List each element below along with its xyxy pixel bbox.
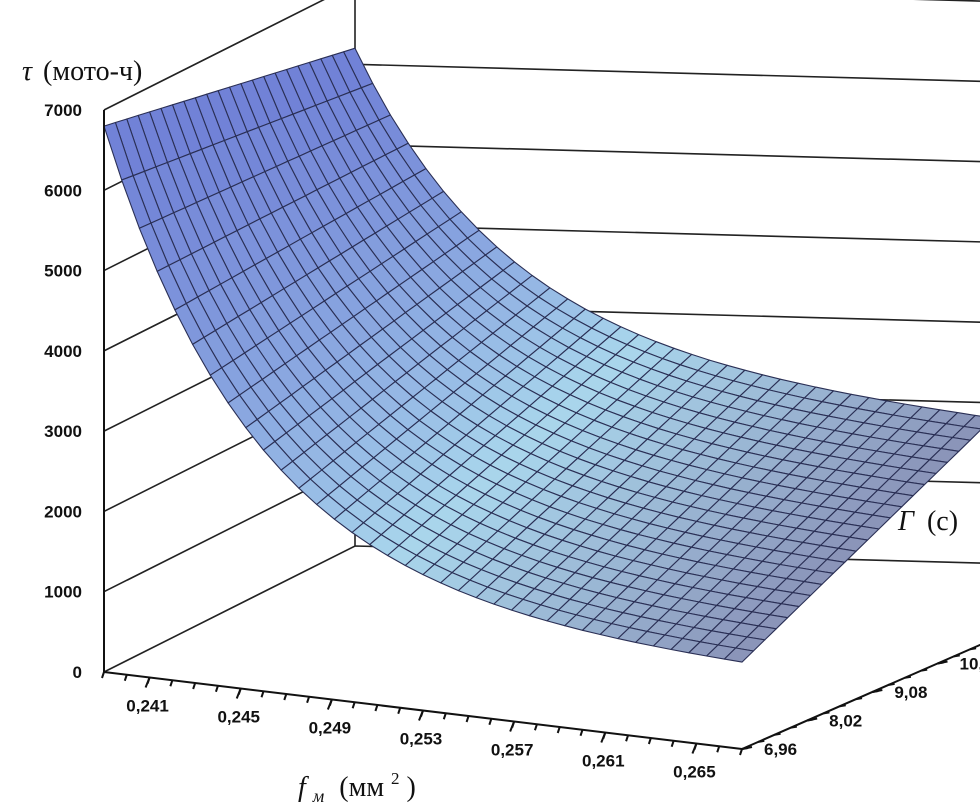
x-minor-tick	[579, 729, 584, 737]
y-minor-tick	[807, 718, 814, 722]
gridline-z-7	[103, 0, 980, 111]
x-tick-label: 0,265	[673, 763, 716, 782]
z-tick-label: 7000	[44, 101, 82, 120]
x-tick-label: 0,245	[217, 708, 260, 727]
y-tick-label: 9,08	[894, 683, 927, 702]
x-minor-tick	[169, 679, 174, 687]
y-minor-tick	[921, 668, 928, 672]
x-minor-tick	[442, 712, 447, 720]
z-tick-label: 0	[73, 663, 82, 682]
x-minor-tick	[488, 718, 493, 726]
z-tick-label: 2000	[44, 502, 82, 521]
x-minor-tick	[328, 699, 333, 706]
y-minor-tick	[790, 725, 798, 729]
x-minor-tick	[625, 734, 630, 742]
x-minor-tick	[693, 743, 698, 750]
x-minor-tick	[556, 726, 561, 734]
x-minor-tick	[716, 745, 721, 753]
x-tick-label: 0,253	[400, 730, 443, 749]
z-axis-unit: (мото-ч)	[43, 56, 142, 87]
z-tick-label: 3000	[44, 422, 82, 441]
x-minor-tick	[237, 688, 242, 695]
y-minor-tick	[888, 682, 895, 686]
y-minor-tick	[872, 690, 879, 693]
x-tick-label: 0,249	[309, 719, 352, 738]
x-minor-tick	[123, 674, 128, 682]
x-minor-tick	[374, 704, 379, 712]
y-minor-tick	[855, 697, 863, 701]
x-minor-tick	[192, 682, 197, 690]
z-tick-label: 6000	[44, 181, 82, 200]
y-minor-tick	[937, 661, 944, 665]
y-axis-unit: (с)	[927, 506, 958, 537]
x-minor-tick	[101, 671, 105, 679]
x-axis-superscript: 2	[391, 769, 400, 788]
y-minor-tick	[823, 711, 830, 715]
x-minor-tick	[351, 701, 356, 709]
y-axis-title: Г (с)	[897, 506, 958, 537]
x-tick-label: 0,241	[126, 697, 169, 716]
x-minor-tick	[465, 715, 470, 723]
y-minor-tick	[953, 654, 960, 658]
x-axis-symbol: f	[298, 772, 309, 803]
x-minor-tick	[260, 690, 265, 698]
x-minor-tick	[397, 707, 402, 715]
x-minor-tick	[670, 740, 675, 748]
x-axis-title: f м (мм 2 )	[298, 760, 416, 809]
x-axis-subscript: м	[312, 786, 325, 806]
y-axis-symbol: Г	[897, 506, 915, 537]
x-axis-close: )	[407, 772, 416, 803]
y-minor-tick	[904, 675, 912, 679]
y-minor-tick	[741, 747, 749, 750]
x-minor-tick	[420, 710, 424, 717]
y-tick-label: 8,02	[829, 712, 862, 731]
surface-cell	[723, 647, 754, 663]
y-minor-tick	[774, 732, 781, 736]
y-minor-tick	[758, 739, 765, 743]
y-minor-tick	[839, 704, 846, 708]
x-tick-label: 0,261	[582, 752, 625, 771]
x-minor-tick	[214, 685, 219, 693]
x-minor-tick	[647, 737, 652, 745]
x-minor-tick	[533, 723, 538, 731]
x-tick-label: 0,257	[491, 741, 534, 760]
z-tick-label: 1000	[44, 583, 82, 602]
x-minor-tick	[283, 693, 288, 701]
x-minor-tick	[306, 696, 311, 704]
z-tick-label: 5000	[44, 262, 82, 281]
x-minor-tick	[146, 677, 151, 684]
y-tick-label: 6,96	[764, 740, 797, 759]
z-axis-title: τ (мото-ч)	[22, 56, 142, 87]
x-minor-tick	[739, 748, 743, 756]
z-tick-label: 4000	[44, 342, 82, 361]
y-minor-tick	[969, 647, 977, 651]
z-axis-symbol: τ	[22, 56, 33, 87]
tick-labels: 0 1000 2000 3000 4000 5000 6000 7000 0,241 0,245 0…	[44, 101, 980, 782]
x-axis-unit: (мм	[339, 772, 384, 803]
y-tick-label: 10,14	[960, 655, 980, 674]
x-minor-tick	[511, 721, 516, 728]
surface-mesh	[103, 47, 980, 663]
x-minor-tick	[602, 732, 607, 739]
